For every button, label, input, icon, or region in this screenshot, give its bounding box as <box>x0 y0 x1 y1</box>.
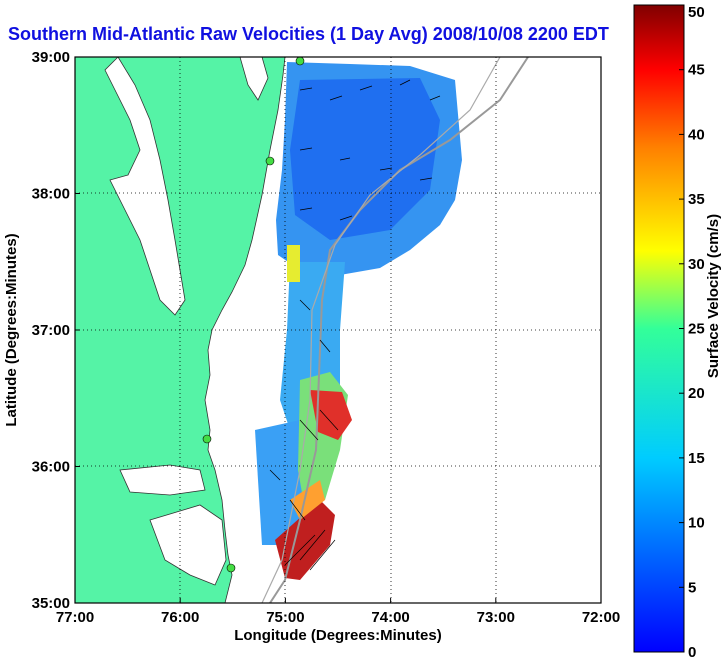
colorbar-tick-label: 40 <box>688 126 705 143</box>
x-axis-label: Longitude (Degrees:Minutes) <box>234 627 442 644</box>
colorbar-tick-label: 5 <box>688 579 696 596</box>
station-marker <box>295 57 305 66</box>
field-orange <box>290 480 325 520</box>
field-north-core <box>290 78 440 240</box>
field-yellow-patch <box>287 245 300 282</box>
station-marker <box>265 156 275 166</box>
isobath-line-2 <box>261 57 501 603</box>
colorbar-tick-label: 15 <box>688 450 705 467</box>
colorbar-tick-label: 25 <box>688 321 705 338</box>
albemarle-sound <box>119 464 206 496</box>
y-axis: 35:00 36:00 37:00 38:00 39:00 <box>32 49 80 612</box>
x-tick-label: 75:00 <box>266 609 304 626</box>
colorbar-tick-label: 45 <box>688 62 705 79</box>
colorbar-gradient <box>633 4 685 653</box>
x-axis: 77:00 76:00 75:00 74:00 73:00 72:00 <box>56 598 620 626</box>
y-tick-label: 37:00 <box>32 322 70 339</box>
y-axis-label: Latitude (Degrees:Minutes) <box>3 233 20 426</box>
pamlico-sound <box>149 504 227 586</box>
field-south-hot <box>310 390 352 440</box>
x-tick-label: 72:00 <box>582 609 620 626</box>
chesapeake-bay <box>104 57 186 316</box>
delaware-bay <box>239 57 269 101</box>
plot-area <box>75 57 601 603</box>
colorbar-tick-label: 0 <box>688 644 696 659</box>
current-arrows <box>269 79 441 571</box>
colorbar-tick-label: 35 <box>688 191 705 208</box>
chart-title: Southern Mid-Atlantic Raw Velocities (1 … <box>8 24 609 44</box>
x-tick-label: 73:00 <box>477 609 515 626</box>
y-tick-label: 36:00 <box>32 459 70 476</box>
x-tick-label: 77:00 <box>56 609 94 626</box>
y-tick-label: 35:00 <box>32 595 70 612</box>
x-tick-label: 76:00 <box>161 609 199 626</box>
station-marker <box>226 563 236 573</box>
colorbar-tick-label: 30 <box>688 256 705 273</box>
x-tick-label: 74:00 <box>371 609 409 626</box>
velocity-field <box>255 62 462 580</box>
colorbar-label: Surface Velocity (cm/s) <box>705 214 722 378</box>
colorbar-ticks: 0 5 10 15 20 25 30 35 40 45 50 <box>679 4 705 659</box>
colorbar-tick-label: 20 <box>688 385 705 402</box>
field-south-blue <box>255 420 305 545</box>
y-tick-label: 38:00 <box>32 186 70 203</box>
grid-lines <box>75 57 601 603</box>
station-marker <box>202 434 212 444</box>
y-tick-label: 39:00 <box>32 49 70 66</box>
colorbar: 0 5 10 15 20 25 30 35 40 45 50 Surface Velocity (c… <box>633 4 722 659</box>
colorbar-tick-label: 10 <box>688 515 705 532</box>
isobath-line <box>269 57 529 603</box>
colorbar-tick-label: 50 <box>688 4 705 21</box>
